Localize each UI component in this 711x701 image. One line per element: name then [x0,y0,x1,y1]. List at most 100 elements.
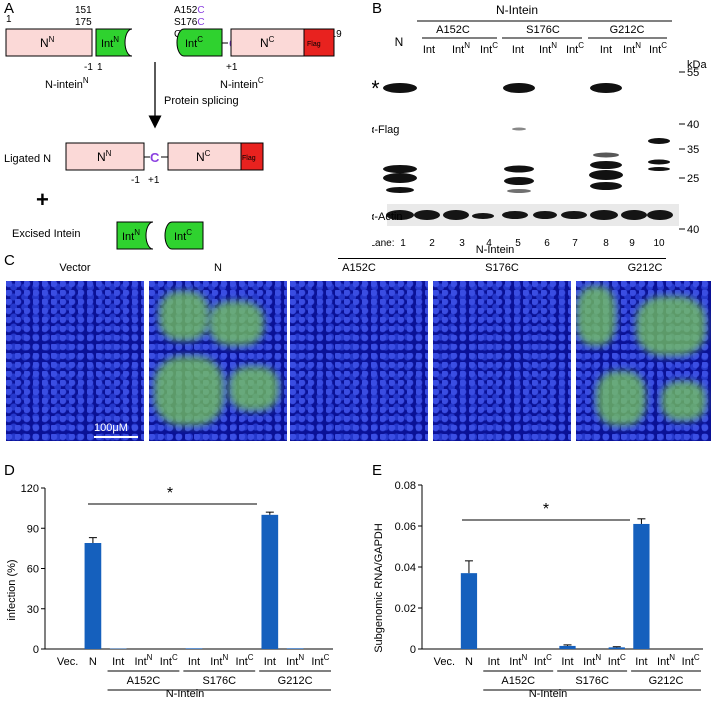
lane-num-5: 5 [515,238,521,249]
lane-num-7: 7 [572,238,578,249]
c-title-s176c: S176C [485,262,519,274]
actin-lane10 [647,210,673,220]
micrograph-s176c [433,281,571,441]
d-group-label: G212C [278,675,313,687]
d-asterisk: * [167,485,173,502]
scale-bar [94,436,138,438]
one-label: 1 [97,62,103,73]
scale-bar-label: 100μM [94,422,128,434]
d-bar [185,648,203,649]
gfp-region [576,286,616,346]
d-category-label: Int [112,656,124,668]
d-ytick-label: 0 [33,644,39,656]
d-ytick-label: 30 [27,604,39,616]
e-ytick-label: 0 [410,644,416,656]
flag-tag [303,28,335,57]
e-ytick-label: 0.08 [395,480,416,492]
band-lane1-c [386,187,414,193]
b-n-intein-label: N-Intein [496,3,538,17]
e-group-label: A152C [501,675,535,687]
e-n-intein-label: N-Intein [529,688,568,700]
c-n-intein-line [338,258,666,259]
c-title-g212c: G212C [627,262,663,274]
actin-lane3 [443,210,469,220]
intc-domain [176,28,223,57]
n-intein-c-label: N-inteinC [220,76,264,91]
d-category-label: IntC [311,653,329,668]
n-intein-n-label: N-inteinN [45,76,89,91]
actin-lane4 [472,213,494,219]
band-lane5-b [504,177,534,185]
band-lane5-faint [512,127,526,131]
d-category-label: Int [264,656,276,668]
panel-a-diagram: 1 151 175 211 NN IntN -1 1 N-inteinN A15… [4,5,342,250]
b-lane-header-4: IntC [480,41,498,56]
d-group-label: S176C [202,675,236,687]
ligated-cysteine-label: C [150,150,160,165]
c-n-intein-label: N-Intein [475,244,515,256]
panel-d-bar-chart: infection (%) * N-Intein 0 30 60 90 120 Vec. N… [6,483,333,700]
panel-e-bar-chart: Subgenomic RNA/GAPDH * N-Intein 0 0.02 0.0… [373,480,703,700]
lane-num-3: 3 [459,238,465,249]
lane-num-6: 6 [544,238,550,249]
b-lane-header-10: IntC [649,41,667,56]
e-category-label: IntN [509,653,527,668]
intn-domain [95,28,133,57]
b-n-label: N [395,35,404,49]
e-ytick-label: 0.02 [395,603,416,615]
e-category-label: IntN [657,653,675,668]
ligated-nc-domain [167,142,242,171]
lane-num-8: 8 [603,238,609,249]
gfp-region [636,296,706,356]
c-title-a152c: A152C [342,262,376,274]
d-category-label: N [89,656,97,668]
d-bar [286,648,304,649]
band-lane8-a [593,152,619,158]
ligated-flag-tag [240,142,264,171]
nn-domain [5,28,93,57]
b-group-s176c: S176C [526,24,560,36]
alpha-flag-label: α-Flag [372,124,399,136]
c-title-vector: Vector [59,262,91,274]
d-bar [261,514,279,649]
panel-label-b: B [372,0,383,17]
band-lane1-55 [383,83,417,93]
band-lane10-b [648,159,670,165]
ligated-plus1-label: +1 [148,175,160,186]
band-lane10-c [648,167,670,171]
ligated-n-label: Ligated N [4,153,51,165]
nc-label: NC [260,35,275,50]
micrograph-a152c [290,281,428,441]
panel-b-western-blot: N-Intein N A152C S176C G212C Int IntN In… [372,3,707,249]
d-ytick-label: 90 [27,523,39,535]
band-lane5-55 [503,83,535,93]
gfp-region [596,371,646,426]
flag-blot [387,60,679,200]
d-category-label: Int [188,656,200,668]
panel-label-e: E [372,462,383,479]
ligated-nn-label: NN [97,149,112,164]
mut-a152c-label: A152C [174,5,205,16]
ligated-nc-label: NC [196,149,211,164]
micrograph-n [149,281,287,441]
d-category-label: Vec. [57,656,78,668]
d-group-label: A152C [127,675,161,687]
pos-1-label: 1 [6,14,12,25]
intc-label: IntC [185,35,203,50]
b-group-a152c: A152C [436,24,470,36]
nn-label: NN [40,35,55,50]
lane-num-2: 2 [429,238,435,249]
plus-sign: + [36,187,49,212]
flag-label: Flag [307,41,321,48]
e-group-label: G212C [649,675,684,687]
e-ytick-label: 0.04 [395,562,416,574]
d-category-label: IntC [236,653,254,668]
d-ylabel: infection (%) [6,559,18,620]
e-bar [633,523,650,649]
panel-label-c: C [4,252,15,269]
b-lane-header-7: IntC [566,41,584,56]
e-category-label: N [465,656,473,668]
e-bar [559,645,576,649]
d-n-intein-label: N-Intein [166,688,205,700]
band-lane8-55 [590,83,622,93]
